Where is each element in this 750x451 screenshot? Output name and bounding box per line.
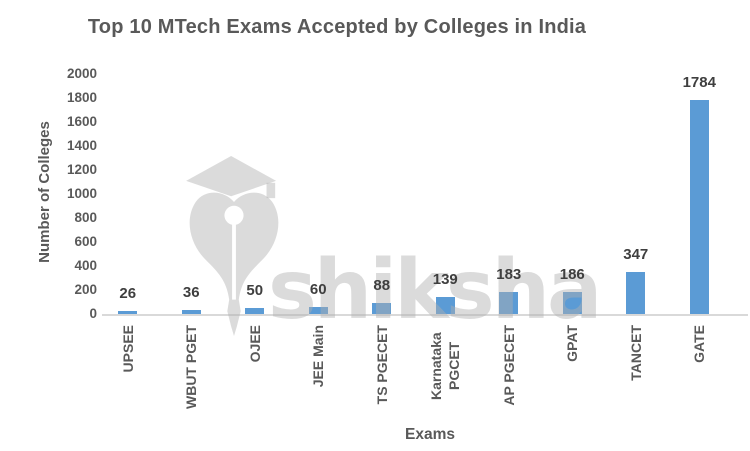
y-tick-label: 1200 xyxy=(66,162,97,177)
x-tick-label: OJEE xyxy=(246,325,263,363)
y-tick-label: 400 xyxy=(74,258,97,273)
chart-title: Top 10 MTech Exams Accepted by Colleges … xyxy=(87,16,587,38)
data-label: 26 xyxy=(119,285,137,302)
y-tick-label: 1000 xyxy=(66,186,97,201)
x-tick-label: JEE Main xyxy=(310,325,327,388)
data-label: 1784 xyxy=(682,74,716,91)
graduation-cap-icon xyxy=(186,156,277,197)
y-tick-label: 0 xyxy=(89,306,97,321)
x-tick-label: AP PGECET xyxy=(500,325,517,406)
bar-wbut-pget xyxy=(181,310,201,314)
data-label: 88 xyxy=(373,277,391,294)
data-label: 36 xyxy=(182,284,200,301)
bar-ts-pgecet xyxy=(372,303,392,314)
y-tick-label: 200 xyxy=(74,282,97,297)
bar-jee-main xyxy=(308,307,328,314)
y-tick-label: 600 xyxy=(74,234,97,249)
y-tick-label: 2000 xyxy=(66,66,97,81)
x-axis-line xyxy=(102,314,748,316)
y-tick-label: 800 xyxy=(74,210,97,225)
data-label: 60 xyxy=(309,281,327,298)
y-tick-label: 1400 xyxy=(66,138,97,153)
x-axis-title: Exams xyxy=(405,426,455,443)
data-label: 50 xyxy=(246,282,264,299)
x-tick-label: TS PGECET xyxy=(373,325,390,405)
y-tick-label: 1600 xyxy=(66,114,97,129)
x-tick-label: UPSEE xyxy=(119,325,136,373)
bar-tancet xyxy=(626,272,646,314)
y-axis-title: Number of Colleges xyxy=(36,121,53,263)
data-label: 139 xyxy=(432,271,458,288)
bar-upsee xyxy=(118,311,138,314)
y-tick-label: 1800 xyxy=(66,90,97,105)
x-tick-label: Karnataka PGCET xyxy=(428,332,463,400)
data-label: 347 xyxy=(623,246,649,263)
bar-gpat xyxy=(562,292,582,314)
x-tick-label: GPAT xyxy=(564,325,581,362)
bar-ap-pgecet xyxy=(499,292,519,314)
data-label: 186 xyxy=(559,266,585,283)
bar-gate xyxy=(689,100,709,314)
x-tick-label: TANCET xyxy=(627,325,644,381)
bar-ojee xyxy=(245,308,265,314)
x-tick-label: WBUT PGET xyxy=(183,325,200,409)
data-label: 183 xyxy=(496,266,522,283)
shiksha-logo-icon xyxy=(186,156,279,336)
bar-karnataka-pgcet xyxy=(435,297,455,314)
x-tick-label: GATE xyxy=(691,325,708,363)
